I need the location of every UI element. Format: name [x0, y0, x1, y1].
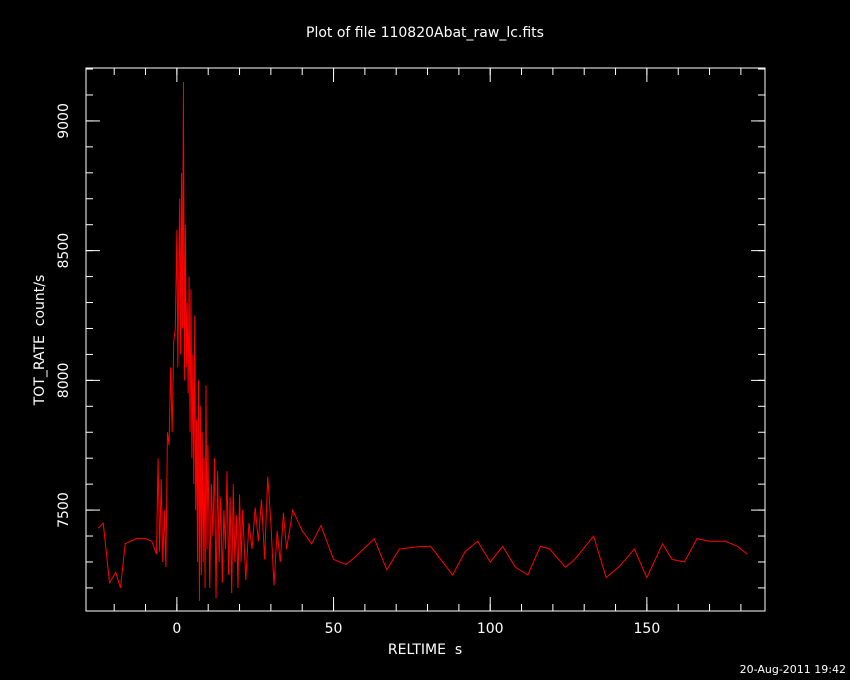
x-tick-label: 150 — [634, 621, 661, 637]
x-axis-label: RELTIME s — [388, 642, 462, 658]
y-tick-label: 8000 — [56, 363, 72, 399]
chart-title: Plot of file 110820Abat_raw_lc.fits — [306, 25, 544, 41]
y-tick-label: 7500 — [56, 492, 72, 528]
y-tick-label: 9000 — [56, 103, 72, 139]
data-line — [98, 82, 748, 601]
y-axis-label: TOT_RATE count/s — [32, 275, 48, 407]
x-tick-label: 100 — [477, 621, 504, 637]
footer: 20-Aug-2011 19:42 — [740, 663, 846, 676]
x-tick-label: 0 — [172, 621, 181, 637]
plot-frame — [85, 67, 766, 612]
x-tick-label: 50 — [325, 621, 343, 637]
y-tick-label: 8500 — [56, 233, 72, 269]
